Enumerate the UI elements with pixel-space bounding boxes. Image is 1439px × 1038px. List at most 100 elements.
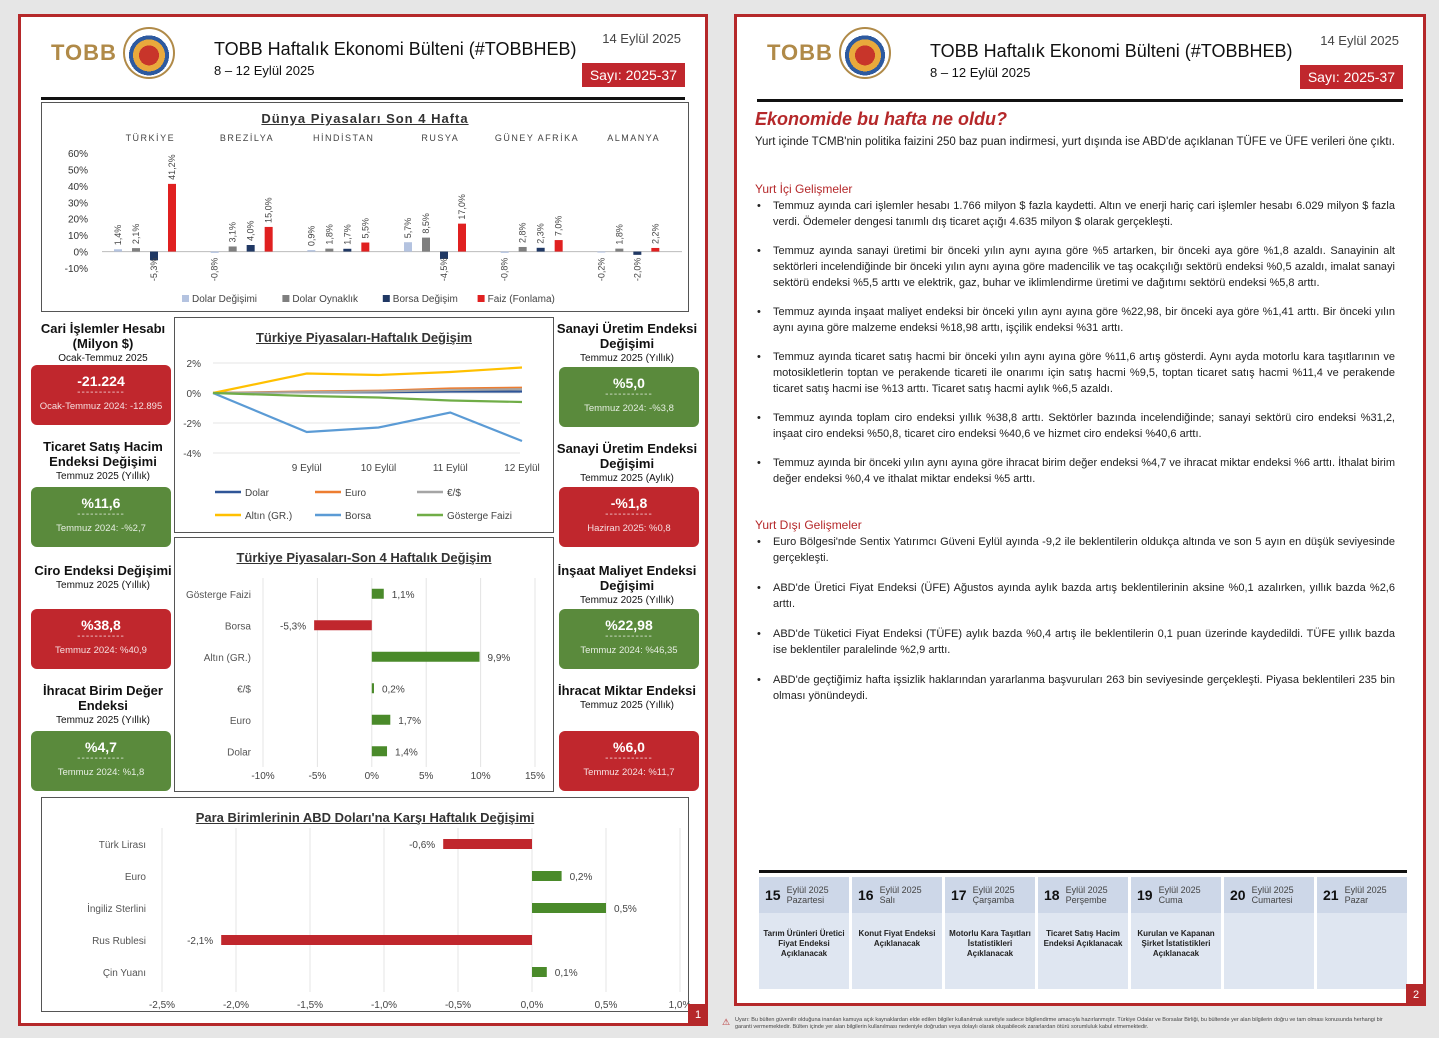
calendar-day: 19 Eylül 2025 Cuma Kurulan ve Kapanan Şirke… bbox=[1131, 877, 1221, 989]
x-tick-label: 0% bbox=[365, 771, 380, 782]
calendar-day-number: 15 bbox=[765, 887, 781, 903]
calendar-day: 17 Eylül 2025 Çarşamba Motorlu Kara Taşıtla… bbox=[945, 877, 1035, 989]
calendar-weekday: Çarşamba bbox=[972, 895, 1015, 905]
calendar-day: 16 Eylül 2025 Salı Konut Fiyat Endeksi Açık… bbox=[852, 877, 942, 989]
page-heading: Ekonomide bu hafta ne oldu? bbox=[755, 109, 1007, 129]
data-label: 1,4% bbox=[395, 747, 418, 758]
weekly-change-title: Türkiye Piyasaları-Haftalık Değişim bbox=[255, 330, 473, 345]
bar-faiz-fonlama- bbox=[168, 183, 176, 252]
bar-borsa-de-i-im bbox=[536, 247, 545, 252]
bar bbox=[532, 967, 547, 977]
calendar-day-number: 16 bbox=[858, 887, 874, 903]
calendar-day-date: Eylül 2025 Pazartesi bbox=[787, 885, 829, 905]
category-label: Dolar bbox=[227, 747, 252, 758]
kpi-left-3-box: %38,8 ----------- Temmuz 2024: %40,9 bbox=[31, 609, 171, 669]
issue-badge-2: Sayı: 2025-37 bbox=[1299, 65, 1403, 89]
kpi-right-3-prev: Temmuz 2024: %46,35 bbox=[580, 645, 678, 656]
domestic-title: Yurt İçi Gelişmeler bbox=[755, 182, 853, 196]
category-label: İngiliz Sterlini bbox=[87, 902, 146, 915]
kpi-right-2-period: Temmuz 2025 (Aylık) bbox=[580, 473, 674, 484]
data-label: 15,0% bbox=[264, 197, 274, 223]
calendar-event: Konut Fiyat Endeksi Açıklanacak bbox=[858, 929, 936, 948]
kpi-right-4-label: İhracat Miktar Endeksi Temmuz 2025 (Yıllı… bbox=[553, 683, 701, 713]
foreign-item: ABD'de geçtiğimiz hafta işsizlik hakları… bbox=[755, 672, 1395, 704]
calendar-day: 21 Eylül 2025 Pazar bbox=[1317, 877, 1407, 989]
category-label: Borsa bbox=[225, 621, 252, 632]
data-label: 2,8% bbox=[518, 222, 528, 243]
data-label: 1,8% bbox=[324, 224, 334, 245]
calendar-weekday: Cumartesi bbox=[1251, 895, 1293, 905]
series-line-g-sterge-faizi bbox=[212, 391, 523, 404]
data-label: 9,9% bbox=[488, 653, 511, 664]
kpi-right-2-label: Sanayi Üretim Endeksi Değişimi Temmuz 202… bbox=[553, 441, 701, 486]
x-tick-label: 0,5% bbox=[595, 1000, 618, 1011]
bar-dolar-de-i-imi bbox=[210, 251, 219, 253]
bar-dolar-de-i-imi bbox=[114, 249, 122, 252]
bar-faiz-fonlama- bbox=[554, 240, 563, 252]
kpi-right-3-title: İnşaat Maliyet Endeksi Değişimi bbox=[557, 563, 697, 593]
bar bbox=[532, 903, 606, 913]
bulletin-date: 14 Eylül 2025 bbox=[602, 31, 681, 46]
y-tick-label: 20% bbox=[68, 215, 88, 226]
calendar-event: Ticaret Satış Hacim Endeksi Açıklanacak bbox=[1043, 929, 1123, 948]
data-label: -5,3% bbox=[149, 258, 159, 282]
bar bbox=[221, 935, 532, 945]
data-label: 1,7% bbox=[398, 716, 421, 727]
bar-dolar-de-i-imi bbox=[404, 242, 412, 252]
country-label: TÜRKİYE bbox=[126, 133, 176, 143]
warning-icon: ⚠ bbox=[722, 1017, 731, 1027]
country-label: RUSYA bbox=[421, 133, 459, 143]
kpi-left-1-label: Cari İşlemler Hesabı (Milyon $) Ocak-Temm… bbox=[29, 321, 177, 366]
kpi-left-2-label: Ticaret Satış Hacim Endeksi Değişimi Temm… bbox=[29, 439, 177, 484]
calendar-weekday: Pazartesi bbox=[786, 895, 825, 905]
calendar-rule bbox=[759, 870, 1407, 873]
calendar-day: 20 Eylül 2025 Cumartesi bbox=[1224, 877, 1314, 989]
calendar-weekday: Pazar bbox=[1344, 895, 1369, 905]
bar-faiz-fonlama- bbox=[651, 247, 660, 252]
bulletin-page-2: TOBB TOBB Haftalık Ekonomi Bülteni (#TOB… bbox=[734, 14, 1426, 1006]
domestic-item: Temmuz ayında sanayi üretimi bir önceki … bbox=[755, 243, 1395, 291]
kpi-right-1-title: Sanayi Üretim Endeksi Değişimi bbox=[556, 321, 698, 351]
calendar-day-header: 21 Eylül 2025 Pazar bbox=[1317, 877, 1407, 913]
kpi-left-1-sep: ----------- bbox=[77, 387, 125, 398]
country-label: HİNDİSTAN bbox=[313, 133, 374, 143]
calendar-day: 15 Eylül 2025 Pazartesi Tarım Ürünleri Üret… bbox=[759, 877, 849, 989]
kpi-left-3-label: Ciro Endeksi Değişimi Temmuz 2025 (Yıllık… bbox=[29, 563, 177, 593]
bar-borsa-de-i-im bbox=[150, 251, 158, 261]
x-tick-label: 5% bbox=[419, 771, 434, 782]
legend-label: Gösterge Faizi bbox=[447, 511, 512, 522]
data-label: 0,2% bbox=[570, 872, 593, 883]
header-rule-2 bbox=[757, 99, 1403, 102]
bulletin-title: TOBB Haftalık Ekonomi Bülteni (#TOBBHEB) bbox=[214, 39, 577, 59]
legend-label: Borsa Değişim bbox=[393, 294, 458, 305]
legend-label: €/$ bbox=[447, 488, 461, 499]
issue-badge: Sayı: 2025-37 bbox=[581, 63, 685, 87]
header-rule bbox=[41, 97, 685, 100]
x-tick-label: 10% bbox=[471, 771, 491, 782]
kpi-left-3-value: %38,8 bbox=[81, 617, 121, 633]
bar-dolar-de-i-imi bbox=[500, 251, 509, 253]
kpi-right-2-title: Sanayi Üretim Endeksi Değişimi bbox=[556, 441, 698, 471]
weekly-change-panel: Türkiye Piyasaları-Haftalık Değişim 2% 0%… bbox=[174, 317, 554, 533]
category-label: Türk Lirası bbox=[99, 840, 146, 851]
bar-borsa-de-i-im bbox=[440, 251, 448, 259]
calendar-day-header: 17 Eylül 2025 Çarşamba bbox=[945, 877, 1035, 913]
calendar-month: Eylül 2025 bbox=[1065, 885, 1108, 895]
data-label: 0,9% bbox=[306, 226, 316, 247]
bar-dolar-oynakl-k bbox=[422, 237, 430, 252]
data-label: 0,2% bbox=[382, 684, 405, 695]
bar-dolar-oynakl-k bbox=[132, 248, 140, 252]
bar-borsa-de-i-im bbox=[343, 248, 352, 252]
category-label: Altın (GR.) bbox=[204, 653, 251, 664]
calendar-day-date: Eylül 2025 Cumartesi bbox=[1252, 885, 1294, 905]
calendar-event: Tarım Ürünleri Üretici Fiyat Endeksi Açı… bbox=[763, 929, 845, 958]
tobb-seal-icon bbox=[838, 27, 891, 79]
bar bbox=[532, 871, 562, 881]
bar-dolar-oynakl-k bbox=[518, 246, 527, 252]
domestic-item: Temmuz ayında toplam ciro endeksi yıllık… bbox=[755, 410, 1395, 442]
data-label: -0,6% bbox=[409, 840, 435, 851]
legend-swatch bbox=[282, 295, 290, 302]
kpi-right-3-sep: ----------- bbox=[605, 631, 653, 642]
y-tick-label: -10% bbox=[65, 264, 88, 275]
y-tick-label: 60% bbox=[68, 149, 88, 160]
